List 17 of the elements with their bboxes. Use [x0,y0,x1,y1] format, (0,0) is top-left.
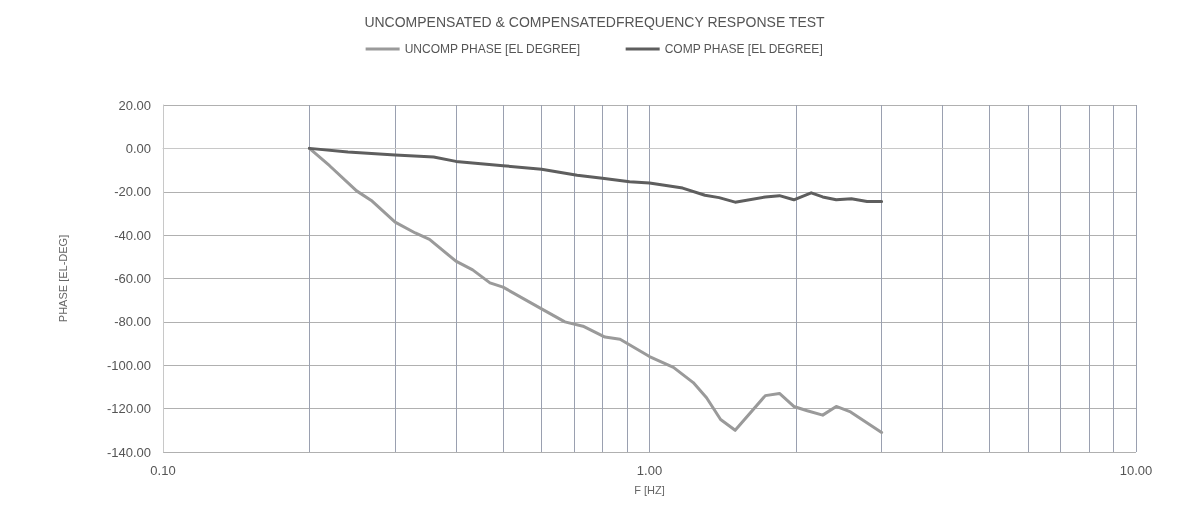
y-tick-label: 20.00 [118,97,151,113]
y-tick-label: -60.00 [114,271,151,286]
x-tick-label: 1.00 [636,463,663,478]
x-tick-label: 10.00 [1119,463,1153,478]
y-tick-label: -40.00 [114,227,151,243]
legend-label: UNCOMP PHASE [EL DEGREE] [404,42,581,56]
x-axis-title: F [HZ] [634,483,665,496]
y-tick-label: -120.00 [106,401,151,417]
y-tick-label: -80.00 [114,314,151,330]
y-tick-label: 0.00 [125,140,151,156]
legend-label: COMP PHASE [EL DEGREE] [664,42,823,56]
x-tick-label: 0.10 [150,463,176,478]
y-tick-label: -100.00 [106,357,151,373]
y-tick-label: -20.00 [114,184,151,200]
y-tick-label: -140.00 [106,444,151,460]
y-axis-title: PHASE [EL-DEG] [56,234,69,323]
chart-title: UNCOMPENSATED & COMPENSATEDFREQUENCY RESPONSE TEST [364,14,826,30]
